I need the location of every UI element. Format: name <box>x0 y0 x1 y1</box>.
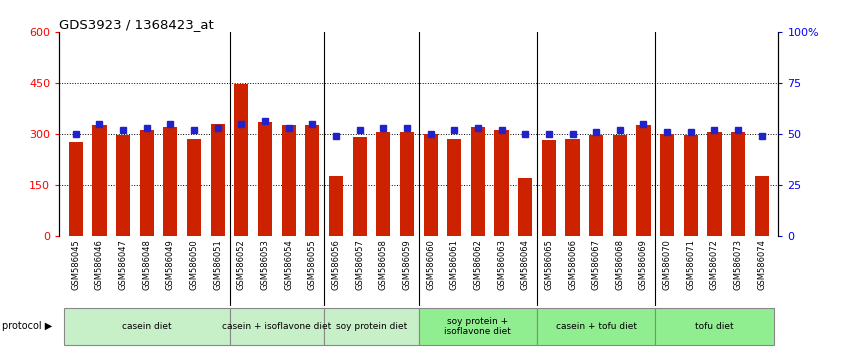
Text: protocol ▶: protocol ▶ <box>2 321 52 331</box>
Text: GSM586057: GSM586057 <box>355 239 364 290</box>
Text: GSM586063: GSM586063 <box>497 239 506 290</box>
Text: casein + isoflavone diet: casein + isoflavone diet <box>222 322 332 331</box>
Bar <box>755 176 769 235</box>
Text: GSM586060: GSM586060 <box>426 239 435 290</box>
Text: GSM586069: GSM586069 <box>639 239 648 290</box>
Bar <box>448 139 461 235</box>
Text: casein diet: casein diet <box>122 322 172 331</box>
Text: GSM586062: GSM586062 <box>474 239 482 290</box>
Text: GSM586047: GSM586047 <box>118 239 128 290</box>
Text: GSM586051: GSM586051 <box>213 239 222 290</box>
Text: GSM586074: GSM586074 <box>757 239 766 290</box>
Bar <box>69 142 83 235</box>
Bar <box>707 132 722 235</box>
Bar <box>400 132 414 235</box>
Text: GSM586059: GSM586059 <box>403 239 411 290</box>
Bar <box>163 127 178 235</box>
Bar <box>613 135 627 235</box>
Bar <box>353 137 366 235</box>
Bar <box>424 134 437 235</box>
Bar <box>64 308 229 345</box>
Bar <box>565 139 580 235</box>
Text: soy protein diet: soy protein diet <box>336 322 407 331</box>
Text: GSM586045: GSM586045 <box>71 239 80 290</box>
Bar <box>324 308 419 345</box>
Text: GSM586050: GSM586050 <box>190 239 199 290</box>
Bar <box>329 176 343 235</box>
Text: GSM586065: GSM586065 <box>544 239 553 290</box>
Text: GSM586048: GSM586048 <box>142 239 151 290</box>
Text: GSM586055: GSM586055 <box>308 239 316 290</box>
Bar <box>494 130 508 235</box>
Bar <box>187 139 201 235</box>
Text: GSM586053: GSM586053 <box>261 239 270 290</box>
Text: GSM586070: GSM586070 <box>662 239 672 290</box>
Bar <box>684 135 698 235</box>
Bar <box>471 127 485 235</box>
Bar <box>656 308 773 345</box>
Text: GSM586058: GSM586058 <box>379 239 387 290</box>
Bar <box>234 85 249 235</box>
Text: GSM586064: GSM586064 <box>521 239 530 290</box>
Text: GSM586073: GSM586073 <box>733 239 743 290</box>
Bar <box>589 135 603 235</box>
Text: GSM586071: GSM586071 <box>686 239 695 290</box>
Text: tofu diet: tofu diet <box>695 322 733 331</box>
Bar <box>92 125 107 235</box>
Bar <box>282 125 296 235</box>
Text: GSM586046: GSM586046 <box>95 239 104 290</box>
Text: GSM586054: GSM586054 <box>284 239 294 290</box>
Bar <box>140 130 154 235</box>
Text: GSM586066: GSM586066 <box>568 239 577 290</box>
Bar <box>537 308 656 345</box>
Bar <box>731 132 745 235</box>
Bar <box>376 132 390 235</box>
Bar <box>258 122 272 235</box>
Text: GSM586049: GSM586049 <box>166 239 175 290</box>
Bar <box>211 124 225 235</box>
Bar <box>660 134 674 235</box>
Text: GSM586067: GSM586067 <box>591 239 601 290</box>
Text: GSM586052: GSM586052 <box>237 239 246 290</box>
Text: soy protein +
isoflavone diet: soy protein + isoflavone diet <box>444 316 511 336</box>
Text: GDS3923 / 1368423_at: GDS3923 / 1368423_at <box>59 18 214 31</box>
Text: GSM586072: GSM586072 <box>710 239 719 290</box>
Bar <box>419 308 537 345</box>
Bar <box>636 125 651 235</box>
Bar <box>305 125 320 235</box>
Text: GSM586056: GSM586056 <box>332 239 340 290</box>
Text: GSM586068: GSM586068 <box>615 239 624 290</box>
Bar <box>229 308 324 345</box>
Bar <box>541 141 556 235</box>
Text: GSM586061: GSM586061 <box>450 239 459 290</box>
Bar <box>116 135 130 235</box>
Bar <box>518 178 532 235</box>
Text: casein + tofu diet: casein + tofu diet <box>556 322 637 331</box>
